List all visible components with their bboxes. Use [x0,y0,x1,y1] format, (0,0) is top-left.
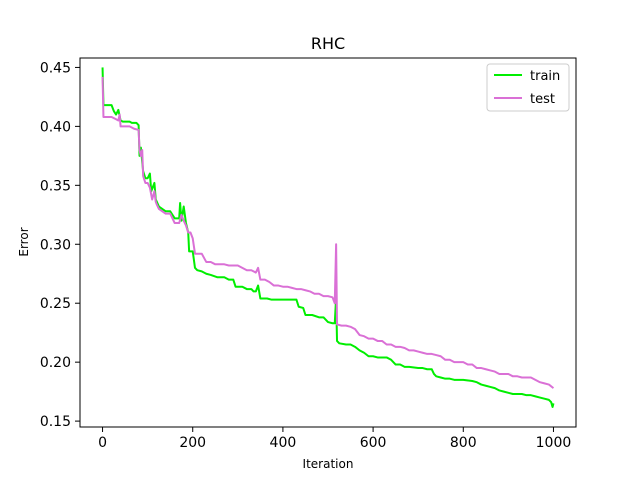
x-tick-label: 600 [360,435,387,451]
x-tick-label: 1000 [536,435,572,451]
x-axis-label: Iteration [303,457,354,471]
y-axis-label: Error [17,227,31,256]
y-tick-label: 0.35 [40,178,71,194]
x-tick-label: 200 [179,435,206,451]
series-line-test [101,76,555,389]
y-tick-label: 0.45 [40,60,71,76]
x-tick-label: 800 [450,435,477,451]
series-line-train [101,67,555,408]
chart-title: RHC [311,34,345,53]
x-tick-label: 0 [98,435,107,451]
series-layer [101,67,555,408]
y-tick-label: 0.15 [40,414,71,430]
y-tick-label: 0.20 [40,355,71,371]
x-tick-label: 400 [270,435,297,451]
axes-layer: 0 200 400 600 800 1000 0.15 0.20 0.25 0.30 0.35 0.4… [40,60,571,451]
legend: train test [486,63,570,112]
y-tick-label: 0.40 [40,119,71,135]
plot-frame [79,57,577,428]
legend-label-train: train [530,69,560,84]
y-tick-label: 0.25 [40,296,71,312]
y-tick-label: 0.30 [40,237,71,253]
legend-label-test: test [530,92,555,107]
plot-area [80,58,576,427]
